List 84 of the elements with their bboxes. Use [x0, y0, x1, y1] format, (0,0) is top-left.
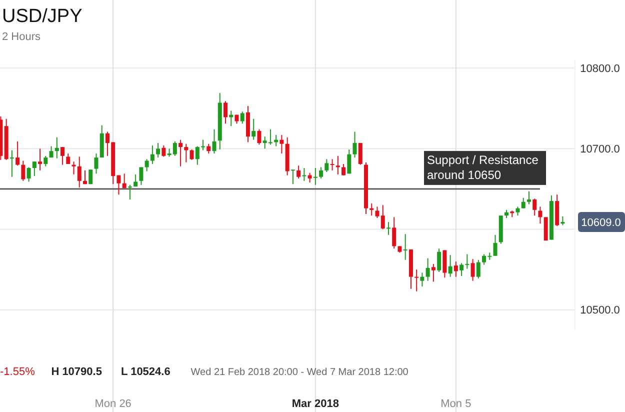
text: 10609.0 [581, 216, 621, 229]
candlestick [324, 158, 329, 173]
candlestick [134, 174, 138, 188]
candlestick [476, 259, 480, 279]
candlestick [442, 250, 447, 278]
candlestick [521, 197, 526, 209]
candlestick [150, 144, 154, 164]
candlestick [375, 206, 380, 218]
candlestick [386, 222, 390, 236]
candlestick [448, 254, 452, 278]
candlestick [280, 134, 284, 154]
candlestick [38, 148, 42, 171]
text: L 10524.6 [121, 366, 170, 378]
candlestick [60, 146, 65, 166]
candlestick [392, 216, 396, 250]
candlestick [470, 258, 475, 282]
ref-line-label: Support / Resistance around 10650 [427, 152, 539, 182]
candlestick [414, 269, 419, 292]
chart-subtitle: 2 Hours [2, 31, 42, 43]
candlestick [437, 248, 442, 272]
candlestick [72, 161, 76, 175]
candlestick [380, 204, 385, 230]
candlestick [201, 139, 206, 151]
candlestick [426, 258, 430, 282]
candlestick [44, 155, 48, 167]
candlestick [313, 168, 318, 186]
candlestick [538, 206, 542, 224]
candlestick [212, 128, 216, 154]
candlestick [454, 260, 458, 278]
x-tick-label: Mon 5 [440, 398, 472, 410]
candlestick [347, 148, 352, 174]
candlestick [190, 148, 194, 160]
candlestick [493, 234, 498, 256]
candlestick [184, 143, 188, 163]
text: Wed 21 Feb 2018 20:00 - Wed 7 Mar 2018 12:00 [190, 367, 409, 378]
candlestick [532, 198, 537, 216]
candlestick [358, 142, 362, 166]
text: -1.55% [0, 366, 36, 378]
candlestick [319, 166, 324, 179]
candlestick [156, 142, 160, 158]
candlestick [26, 166, 31, 182]
y-tick-label: 10500.0 [580, 304, 620, 317]
candlestick [144, 158, 149, 172]
candlestick [342, 163, 346, 176]
candlestick [252, 118, 256, 140]
candlestick [257, 128, 262, 146]
candlestick [128, 184, 132, 200]
candlestick [302, 168, 306, 182]
candlestick [77, 156, 82, 188]
candlestick [195, 146, 200, 166]
candlestick [240, 111, 244, 124]
candlestick [122, 173, 126, 189]
candlestick [139, 166, 144, 186]
candlestick [21, 160, 26, 182]
candlestick [336, 155, 340, 175]
candlestick [420, 272, 424, 287]
text: H 10790.5 [51, 366, 102, 378]
candlestick [94, 152, 98, 174]
x-tick-label: Mon 26 [94, 398, 132, 410]
candlestick [32, 161, 36, 177]
candlestick [178, 139, 183, 167]
x-tick-label: Mar 2018 [292, 398, 339, 410]
candlestick [308, 172, 312, 184]
candlestick [162, 144, 166, 158]
candlestick [66, 152, 70, 164]
candlestick [206, 143, 211, 154]
candlestick [403, 234, 408, 260]
candlestick [431, 263, 436, 282]
candlestick [544, 216, 548, 242]
y-tick-label: 10800.0 [580, 62, 620, 75]
candlestick [10, 150, 14, 178]
candlestick [83, 170, 87, 185]
candlestick [16, 140, 20, 166]
candlestick [224, 100, 228, 124]
candlestick [352, 131, 357, 158]
candlestick [88, 169, 93, 185]
y-tick-label: 10700.0 [580, 144, 620, 156]
candlestick [330, 158, 334, 171]
chart-title: USD/JPY [2, 6, 83, 27]
candlestick [290, 169, 295, 185]
candlestick [54, 136, 59, 159]
candlestick [526, 190, 531, 205]
candlestick [296, 165, 301, 179]
candlestick [370, 202, 374, 216]
